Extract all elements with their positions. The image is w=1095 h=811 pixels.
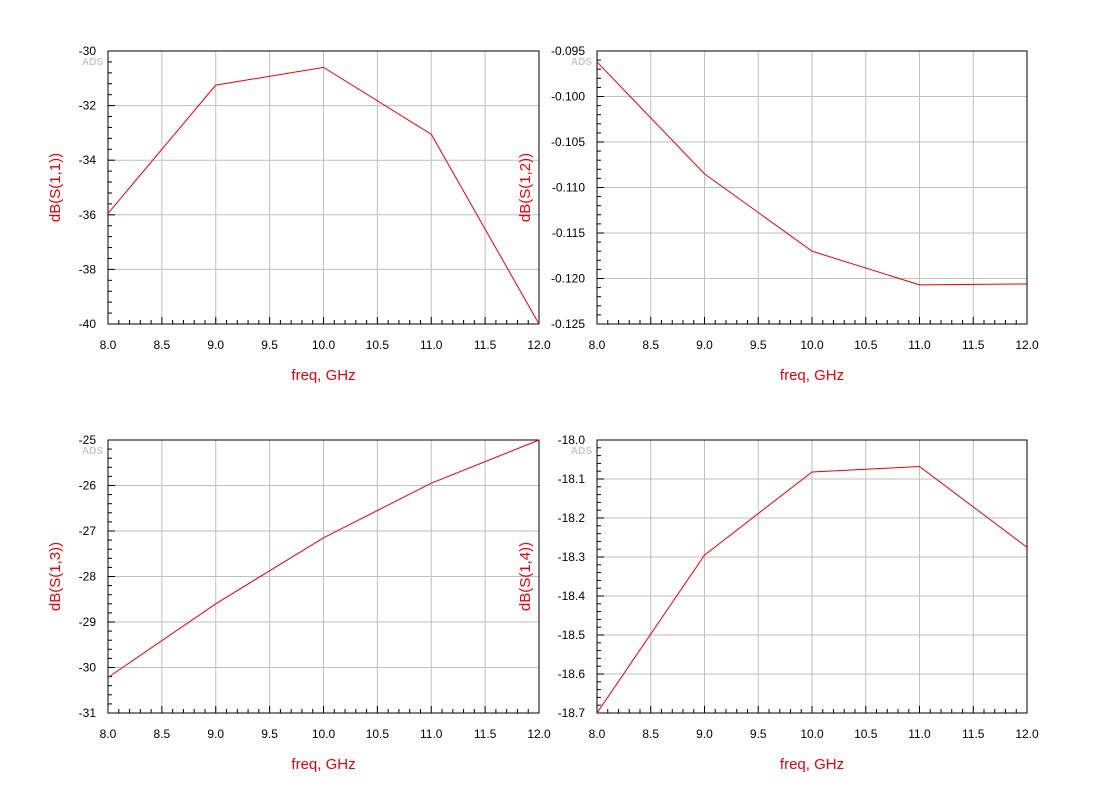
y-axis-label: dB(S(1,3)) xyxy=(47,542,64,611)
x-tick-label: 12.0 xyxy=(527,727,551,741)
x-tick-label: 11.5 xyxy=(474,338,497,352)
y-tick-label: -0.105 xyxy=(551,135,585,149)
x-tick-label: 9.5 xyxy=(261,338,278,352)
plot-frame xyxy=(107,50,540,325)
x-tick-label: 10.0 xyxy=(312,338,336,352)
chart-panel-4: 8.0 8.5 9.0 9.5 10.0 10.5 11.0 11.5 12.0 -18.0 -18… xyxy=(517,433,1039,773)
y-axis-label: dB(S(1,4)) xyxy=(517,542,534,611)
x-tick-label: 11.0 xyxy=(908,338,931,352)
x-tick-label: 9.5 xyxy=(750,727,767,741)
x-tick-label: 11.5 xyxy=(962,727,985,741)
x-axis-label: freq, GHz xyxy=(780,367,844,384)
ads-watermark: ADS xyxy=(571,57,592,68)
x-tick-label: 12.0 xyxy=(1015,727,1039,741)
x-tick-label: 9.0 xyxy=(207,727,224,741)
plot-frame xyxy=(596,50,1028,325)
y-tick-label: -0.110 xyxy=(552,181,585,195)
x-tick-label: 9.5 xyxy=(261,727,278,741)
y-tick-label: -0.120 xyxy=(551,272,585,286)
y-tick-label: -30 xyxy=(79,661,97,675)
chart-panel-1: 8.0 8.5 9.0 9.5 10.0 10.5 11.0 11.5 12.0 -30 -32 -3… xyxy=(47,44,551,384)
ads-watermark: ADS xyxy=(82,446,103,457)
y-tick-label: -0.115 xyxy=(552,226,585,240)
x-tick-label: 8.0 xyxy=(589,338,606,352)
x-axis-label: freq, GHz xyxy=(780,756,844,773)
plot-frame xyxy=(596,439,1028,714)
ads-watermark: ADS xyxy=(82,57,103,68)
y-tick-label: -0.095 xyxy=(551,44,585,58)
y-tick-label: -32 xyxy=(79,99,97,113)
y-tick-label: -18.1 xyxy=(558,472,586,486)
x-tick-label: 9.0 xyxy=(696,338,713,352)
x-tick-label: 8.5 xyxy=(154,338,171,352)
data-trace xyxy=(107,66,540,325)
y-tick-label: -29 xyxy=(79,615,97,629)
x-tick-label: 9.5 xyxy=(750,338,767,352)
x-tick-label: 11.0 xyxy=(908,727,931,741)
x-tick-label: 10.0 xyxy=(800,338,824,352)
x-tick-label: 9.0 xyxy=(207,338,224,352)
x-tick-label: 10.5 xyxy=(366,338,390,352)
x-tick-label: 8.0 xyxy=(589,727,606,741)
y-tick-label: -31 xyxy=(79,706,97,720)
y-tick-label: -40 xyxy=(79,317,97,331)
data-trace xyxy=(596,466,1028,714)
y-axis-label: dB(S(1,1)) xyxy=(47,153,64,222)
x-tick-label: 11.0 xyxy=(420,727,443,741)
chart-panel-3: 8.0 8.5 9.0 9.5 10.0 10.5 11.0 11.5 12.0 -25 -26 -2… xyxy=(47,433,551,773)
y-tick-label: -38 xyxy=(79,262,97,276)
x-axis-label: freq, GHz xyxy=(291,367,355,384)
y-tick-label: -25 xyxy=(79,433,97,447)
x-tick-label: 9.0 xyxy=(696,727,713,741)
y-tick-label: -18.7 xyxy=(558,706,586,720)
y-tick-label: -0.100 xyxy=(551,90,585,104)
x-tick-label: 8.0 xyxy=(100,727,117,741)
y-tick-label: -36 xyxy=(79,208,97,222)
y-tick-label: -18.6 xyxy=(558,667,586,681)
x-tick-label: 10.5 xyxy=(854,727,878,741)
x-tick-label: 11.0 xyxy=(420,338,443,352)
data-trace xyxy=(107,439,540,678)
x-tick-label: 10.0 xyxy=(800,727,824,741)
ads-watermark: ADS xyxy=(571,446,592,457)
x-tick-label: 10.0 xyxy=(312,727,336,741)
y-tick-label: -34 xyxy=(79,153,97,167)
x-axis-label: freq, GHz xyxy=(291,756,355,773)
y-tick-label: -18.3 xyxy=(558,550,586,564)
x-tick-label: 11.5 xyxy=(474,727,497,741)
x-tick-label: 8.5 xyxy=(154,727,171,741)
y-tick-label: -28 xyxy=(79,570,97,584)
y-tick-label: -18.0 xyxy=(558,433,586,447)
y-tick-label: -18.2 xyxy=(558,511,586,525)
x-tick-label: 10.5 xyxy=(854,338,878,352)
x-tick-label: 8.0 xyxy=(100,338,117,352)
chart-panel-2: 8.0 8.5 9.0 9.5 10.0 10.5 11.0 11.5 12.0 -0.095 -0… xyxy=(517,44,1039,384)
plot-frame xyxy=(107,439,540,714)
y-axis-label: dB(S(1,2)) xyxy=(517,153,534,222)
x-tick-label: 10.5 xyxy=(366,727,390,741)
y-tick-label: -0.125 xyxy=(551,317,585,331)
y-tick-label: -27 xyxy=(79,524,97,538)
data-trace xyxy=(596,61,1028,286)
x-tick-label: 12.0 xyxy=(1015,338,1039,352)
x-tick-label: 12.0 xyxy=(527,338,551,352)
y-tick-label: -18.5 xyxy=(558,628,586,642)
x-tick-label: 8.5 xyxy=(642,338,659,352)
x-tick-label: 11.5 xyxy=(962,338,985,352)
y-tick-label: -18.4 xyxy=(558,589,586,603)
y-tick-label: -30 xyxy=(79,44,97,58)
x-tick-label: 8.5 xyxy=(642,727,659,741)
y-tick-label: -26 xyxy=(79,479,97,493)
